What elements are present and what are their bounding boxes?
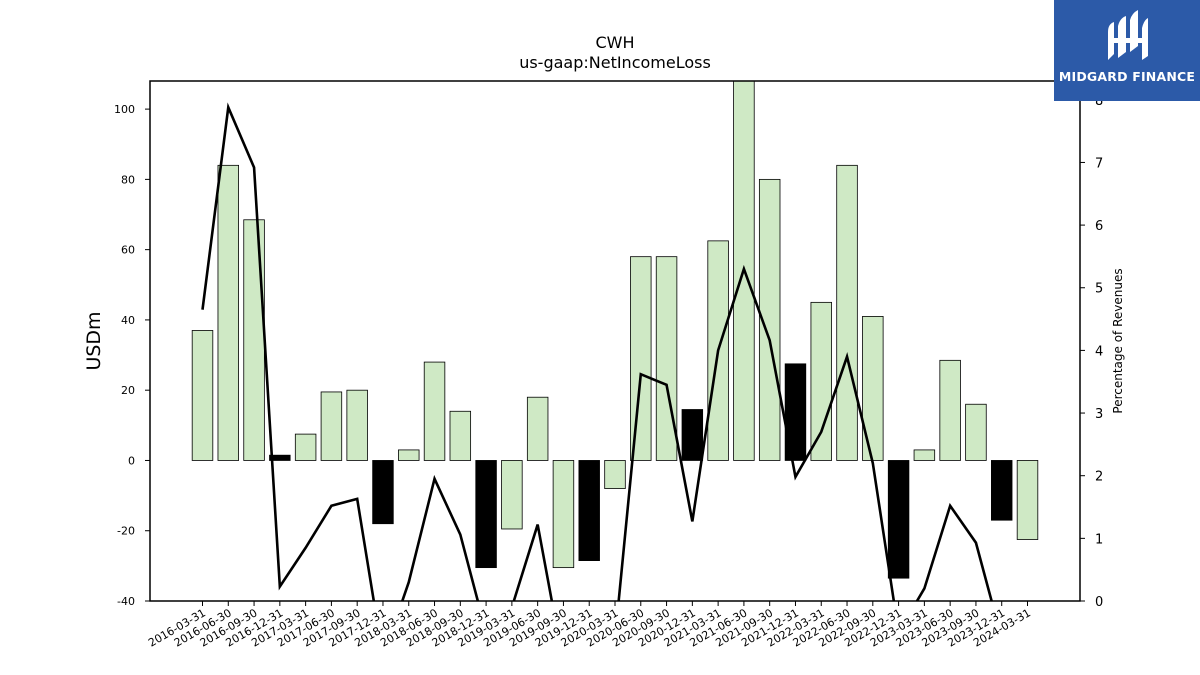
right-tick-label: 6 — [1095, 219, 1103, 234]
chart-title: CWH — [595, 33, 634, 52]
bar — [269, 454, 291, 461]
bar — [784, 363, 807, 461]
left-tick-label: 0 — [128, 454, 135, 467]
brand-logo: MIDGARD FINANCE — [1054, 0, 1200, 101]
right-tick-label: 8 — [1095, 94, 1103, 109]
bar — [630, 256, 652, 461]
right-tick-label: 5 — [1095, 282, 1103, 297]
bar — [294, 433, 317, 461]
left-tick-label: 40 — [121, 314, 135, 327]
bar — [578, 460, 600, 561]
left-axis-ticks: -40 -20 0 20 40 60 80 100 — [114, 103, 150, 608]
bar — [449, 410, 472, 461]
bar — [217, 164, 239, 461]
bar — [965, 403, 987, 461]
bar — [758, 178, 781, 461]
y2-axis-label: Percentage of Revenues — [1111, 268, 1125, 413]
bars-layer — [191, 80, 1039, 579]
logo-text: MIDGARD FINANCE — [1058, 69, 1196, 84]
left-tick-label: 60 — [121, 244, 135, 257]
right-tick-label: 2 — [1095, 470, 1103, 485]
right-tick-label: 1 — [1095, 532, 1103, 547]
chart-subtitle: us-gaap:NetIncomeLoss — [519, 53, 711, 72]
left-tick-label: 80 — [121, 173, 135, 186]
bar — [475, 460, 497, 569]
series-line — [201, 102, 993, 601]
bar — [320, 391, 343, 461]
bar — [552, 460, 575, 569]
line-layer — [201, 102, 993, 601]
left-tick-label: 20 — [121, 384, 135, 397]
bar — [810, 301, 832, 461]
left-tick-label: 100 — [114, 103, 135, 116]
left-tick-label: -20 — [117, 525, 135, 538]
bar — [991, 460, 1013, 521]
bar — [1016, 460, 1039, 540]
bar — [191, 330, 214, 461]
bar — [681, 409, 704, 461]
right-tick-label: 7 — [1095, 156, 1103, 171]
bar — [372, 460, 394, 525]
bar — [501, 460, 523, 530]
bar — [604, 460, 626, 489]
right-tick-label: 4 — [1095, 344, 1103, 359]
plot-frame — [149, 80, 1081, 602]
bar — [346, 389, 368, 461]
left-tick-label: -40 — [117, 595, 135, 608]
right-axis-ticks: 0 1 2 3 4 5 6 7 8 — [1080, 94, 1103, 610]
x-axis-ticks: 2016-03-312016-06-302016-09-302016-12-31… — [146, 601, 1033, 650]
bar — [423, 361, 446, 461]
bar — [887, 460, 910, 579]
midgard-logo-icon — [1108, 10, 1148, 60]
bar — [836, 164, 858, 461]
y-axis-label: USDm — [83, 311, 105, 370]
right-tick-label: 3 — [1095, 407, 1103, 422]
bar — [243, 219, 265, 461]
bar — [939, 359, 961, 461]
right-tick-label: 0 — [1095, 595, 1103, 610]
bar — [398, 449, 420, 461]
bar — [913, 449, 936, 461]
bar — [526, 396, 549, 461]
